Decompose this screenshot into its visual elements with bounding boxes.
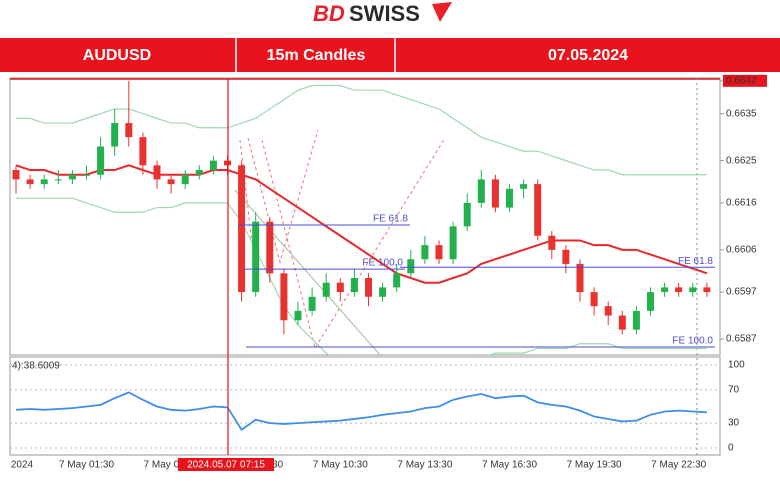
candle-body <box>689 287 697 293</box>
y-tick-label: 0.6597 <box>726 287 757 298</box>
candle-body <box>576 263 584 293</box>
candle-body <box>83 174 90 176</box>
trend-line <box>234 189 381 355</box>
candle-body <box>491 179 499 208</box>
moving-average <box>15 164 708 284</box>
y-tick-label: 0.6606 <box>726 244 757 255</box>
cursor-label-box <box>178 458 274 471</box>
candle-body <box>534 184 542 236</box>
price-panel <box>9 77 721 356</box>
candle-body <box>379 287 387 297</box>
y-tick-label: 100 <box>728 360 745 371</box>
y-tick-label: 30 <box>728 418 740 429</box>
x-tick-label: 7 May 04:30 <box>144 460 199 471</box>
candle-body <box>477 179 485 203</box>
fe-label: FE 61.8 <box>373 214 408 225</box>
cursor-label: 2024.05.07 07:15 <box>187 460 265 471</box>
candle-body <box>703 287 711 293</box>
y-tick-label: 0.6642 <box>726 75 757 86</box>
candle-body <box>365 278 372 297</box>
date: 07.05.2024 <box>548 47 628 64</box>
fe-label: FE 100.0 <box>672 336 713 347</box>
candle-body <box>294 310 302 321</box>
candle-body <box>463 202 471 227</box>
indicator-plot <box>10 364 720 449</box>
candle-body <box>604 306 612 316</box>
header-bar <box>0 38 780 72</box>
y-tick-label: 0.6616 <box>726 198 757 209</box>
candle-body <box>111 123 119 147</box>
symbol: AUDUSD <box>83 47 151 64</box>
fe-label: FE 100.0 <box>362 258 403 269</box>
candle-body <box>238 165 246 293</box>
y-tick-highlight <box>723 74 767 87</box>
candle-body <box>675 287 683 293</box>
candle-body <box>252 221 260 293</box>
candle-body <box>280 273 288 321</box>
candle-body <box>322 282 330 297</box>
candle-body <box>195 170 203 175</box>
candle-body <box>562 249 570 264</box>
candle-body <box>647 292 654 311</box>
plot: FE 61.8 FE 100.0 FE 61.8 FE 100.0 0.6642 0.66… <box>10 74 767 471</box>
candle-body <box>590 292 598 307</box>
candle-body <box>407 259 415 274</box>
candle-body <box>632 310 640 330</box>
x-tick-label: 7 May 13:30 <box>397 460 452 471</box>
indicator-label: 4):38.6009 <box>12 361 60 372</box>
candle-body <box>520 184 528 189</box>
y-tick-label: 0.6587 <box>726 334 757 345</box>
bollinger-band <box>16 84 707 176</box>
indicator-panel <box>9 356 721 456</box>
candle-body <box>336 282 344 293</box>
candle-body <box>435 245 443 260</box>
candle-body <box>308 296 316 311</box>
candle-body <box>266 221 274 274</box>
logo-prefix: BD <box>313 1 345 26</box>
candle-body <box>139 137 147 166</box>
candle-body <box>209 160 217 171</box>
candle-body <box>421 245 429 260</box>
y-tick-label: 70 <box>728 385 740 396</box>
candle-body <box>12 170 20 180</box>
x-tick-label: 7 May 16:30 <box>482 460 537 471</box>
candle-body <box>661 287 669 293</box>
candle-body <box>68 174 76 180</box>
candle-body <box>181 174 189 185</box>
x-tick-label: 7 May 19:30 <box>567 460 622 471</box>
y-tick-label: 0 <box>728 443 734 454</box>
timeframe: 15m Candles <box>267 47 366 64</box>
fibo-tool <box>247 129 319 264</box>
x-tick-label: 7 May 10:30 <box>313 460 368 471</box>
candle-body <box>506 188 513 208</box>
x-tick-label: 2024 <box>11 460 34 471</box>
fibo-tool <box>261 137 446 350</box>
candle-body <box>54 179 62 181</box>
logo-suffix: SWISS <box>349 1 420 26</box>
candle-body <box>153 165 161 180</box>
rsi-line <box>15 391 707 432</box>
candle-body <box>393 273 401 288</box>
y-tick-label: 0.6625 <box>726 155 757 166</box>
candle-body <box>548 235 556 250</box>
price-plot: FE 61.8 FE 100.0 FE 61.8 FE 100.0 <box>12 80 715 355</box>
fe-label: FE 61.8 <box>678 256 713 267</box>
candle-body <box>618 315 626 330</box>
candle-body <box>26 179 34 185</box>
logo-mark <box>432 2 452 22</box>
x-tick-label: 7 May 01:30 <box>59 460 114 471</box>
x-tick-label: 7 May 22:30 <box>651 460 706 471</box>
y-tick-label: 0.6635 <box>726 108 757 119</box>
candle-body <box>449 226 457 260</box>
bollinger-band <box>16 197 707 355</box>
candle-body <box>167 179 175 185</box>
candle-body <box>125 123 133 138</box>
candle-body <box>97 146 105 175</box>
candle-body <box>40 179 48 185</box>
candle-body <box>350 278 358 293</box>
